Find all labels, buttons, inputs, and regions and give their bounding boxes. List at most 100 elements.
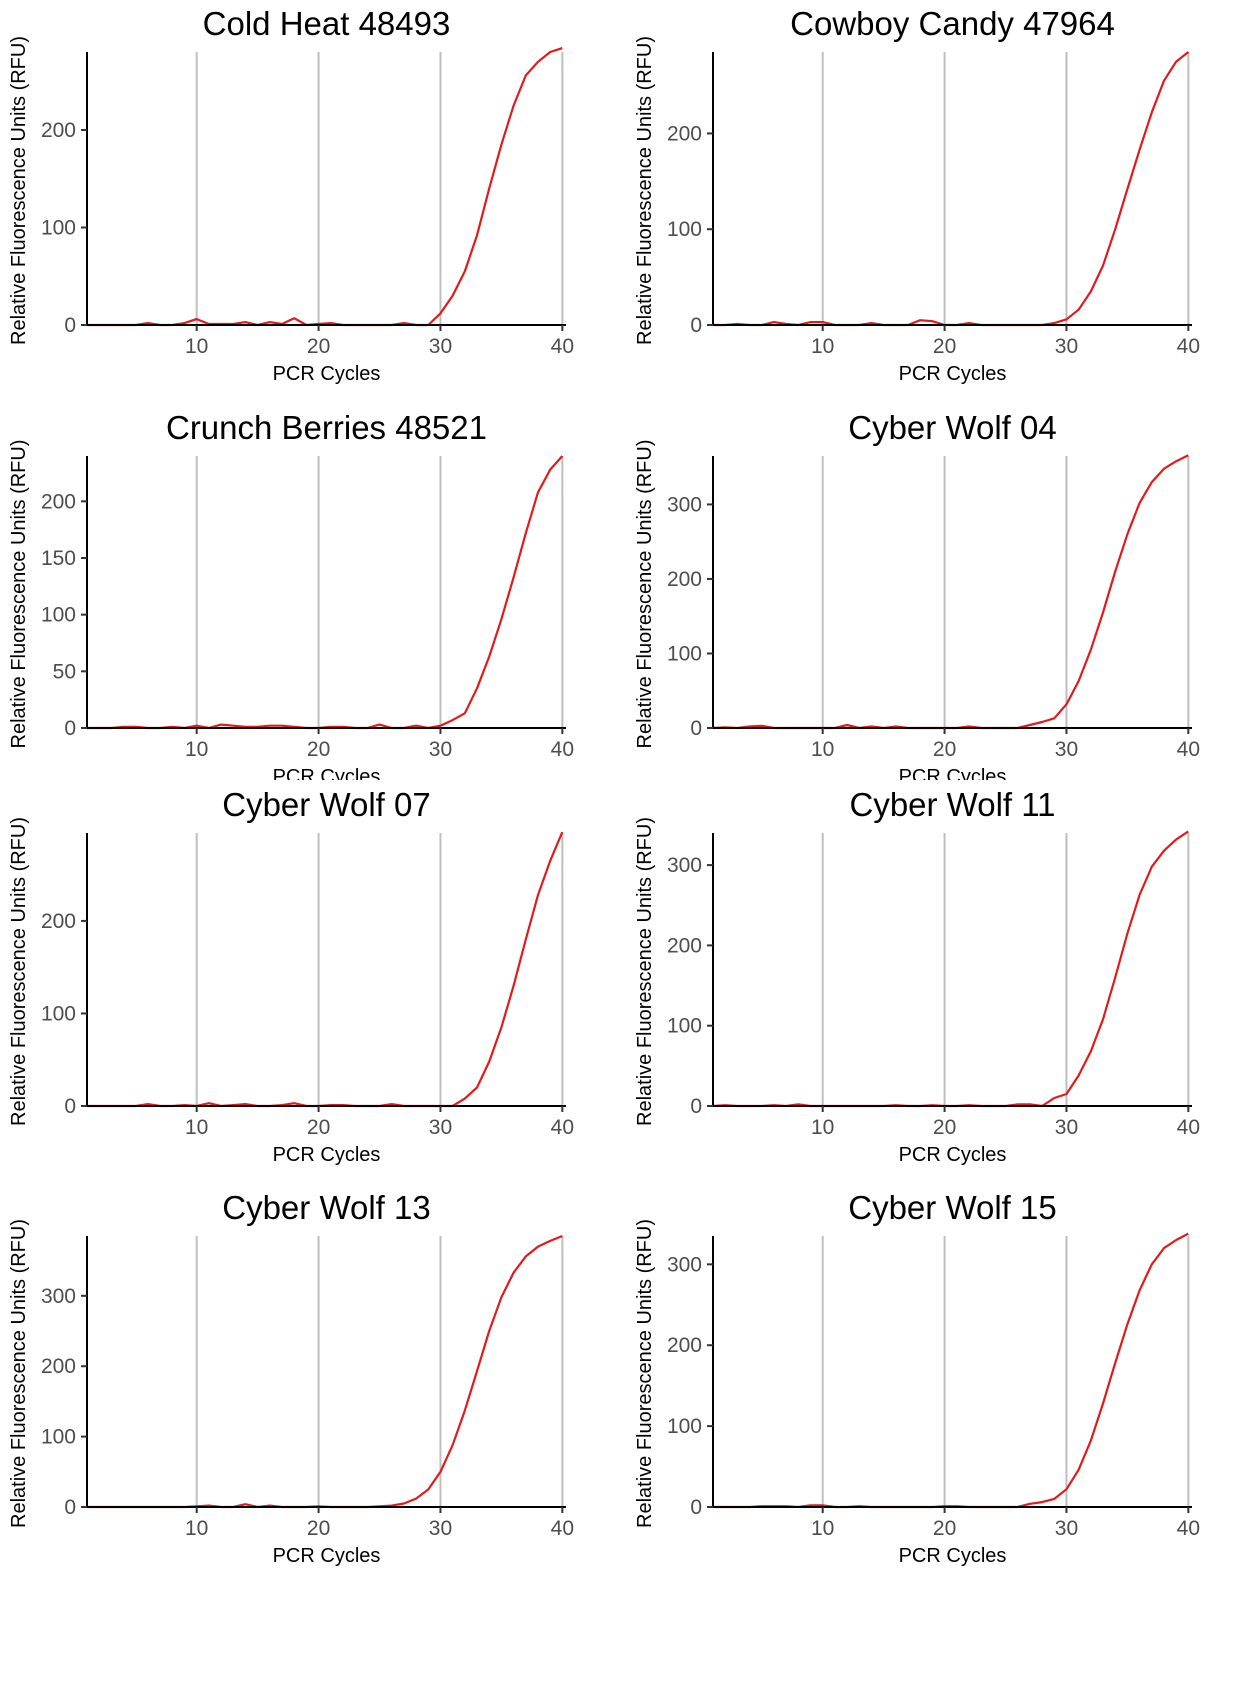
series-line [712, 830, 1189, 1108]
x-axis-label: PCR Cycles [273, 363, 381, 385]
x-axis-label: PCR Cycles [273, 1545, 381, 1567]
x-axis-label: PCR Cycles [273, 766, 381, 780]
x-axis-label: PCR Cycles [899, 1144, 1007, 1166]
y-tick-label: 50 [53, 660, 76, 683]
chart-panel: Crunch Berries 48521 10 20 30 40 0 50 100 150 200… [0, 401, 626, 780]
y-tick-label: 0 [64, 1496, 76, 1519]
x-tick-label: 30 [1055, 335, 1078, 358]
chart-svg: Cold Heat 48493 10 20 30 40 0 100 200 PCR Cycles… [8, 5, 574, 385]
y-tick-label: 0 [690, 1095, 702, 1118]
y-tick-label: 100 [667, 218, 702, 241]
series-line [87, 47, 563, 327]
y-tick-label: 0 [64, 314, 76, 337]
x-tick-label: 10 [811, 738, 834, 761]
x-tick-label: 40 [551, 335, 574, 358]
y-axis-label: Relative Fluorescence Units (RFU) [634, 440, 656, 749]
x-tick-label: 30 [429, 1517, 452, 1540]
x-tick-label: 20 [933, 738, 956, 761]
chart-title: Cyber Wolf 11 [849, 786, 1055, 823]
chart-svg: Cowboy Candy 47964 10 20 30 40 0 100 200 PCR Cyc… [634, 5, 1200, 385]
x-tick-label: 10 [185, 738, 208, 761]
x-tick-label: 30 [1055, 1116, 1078, 1139]
chart-svg: Cyber Wolf 13 10 20 30 40 0 100 200 300 PCR Cycle… [8, 1189, 574, 1567]
y-tick-label: 100 [41, 1002, 76, 1025]
y-tick-label: 100 [667, 1415, 702, 1438]
y-tick-label: 0 [64, 717, 76, 740]
y-tick-label: 200 [41, 910, 76, 933]
x-tick-label: 20 [933, 335, 956, 358]
chart-title: Cyber Wolf 07 [222, 786, 430, 823]
y-tick-label: 100 [41, 604, 76, 627]
chart-title: Cyber Wolf 15 [848, 1189, 1056, 1226]
x-tick-label: 40 [1177, 738, 1200, 761]
x-tick-label: 20 [307, 1517, 330, 1540]
x-tick-label: 40 [1177, 1517, 1200, 1540]
y-tick-label: 100 [667, 1015, 702, 1038]
chart-svg: Cyber Wolf 11 10 20 30 40 0 100 200 300 PCR Cycle… [634, 786, 1200, 1166]
chart-panel: Cyber Wolf 11 10 20 30 40 0 100 200 300 PCR Cycle… [626, 780, 1252, 1181]
x-tick-label: 20 [933, 1517, 956, 1540]
x-tick-label: 10 [811, 1517, 834, 1540]
chart-panel: Cyber Wolf 15 10 20 30 40 0 100 200 300 PCR Cycle… [626, 1181, 1252, 1587]
x-axis-label: PCR Cycles [899, 363, 1007, 385]
y-tick-label: 0 [690, 717, 702, 740]
chart-panel: Cold Heat 48493 10 20 30 40 0 100 200 PCR Cycles… [0, 0, 626, 401]
series-line [712, 454, 1189, 730]
chart-title: Crunch Berries 48521 [166, 409, 487, 446]
series-line [87, 831, 564, 1108]
x-tick-label: 40 [551, 1116, 574, 1139]
x-tick-label: 20 [307, 1116, 330, 1139]
chart-panel: Cyber Wolf 04 10 20 30 40 0 100 200 300 PCR Cycle… [626, 401, 1252, 780]
x-tick-label: 20 [933, 1116, 956, 1139]
y-axis-label: Relative Fluorescence Units (RFU) [8, 440, 30, 749]
y-tick-label: 100 [41, 1426, 76, 1449]
y-tick-label: 200 [41, 1355, 76, 1378]
y-axis-label: Relative Fluorescence Units (RFU) [634, 1219, 656, 1528]
y-tick-label: 200 [667, 122, 702, 145]
y-axis-label: Relative Fluorescence Units (RFU) [634, 36, 656, 345]
x-tick-label: 40 [551, 1517, 574, 1540]
y-tick-label: 200 [667, 568, 702, 591]
chart-panel: Cyber Wolf 13 10 20 30 40 0 100 200 300 PCR Cycle… [0, 1181, 626, 1587]
x-tick-label: 10 [811, 1116, 834, 1139]
x-tick-label: 10 [185, 1517, 208, 1540]
y-tick-label: 150 [41, 547, 76, 570]
x-tick-label: 10 [185, 1116, 208, 1139]
chart-svg: Cyber Wolf 07 10 20 30 40 0 100 200 PCR Cycles Re… [8, 786, 574, 1166]
y-tick-label: 200 [667, 1334, 702, 1357]
y-tick-label: 0 [690, 1496, 702, 1519]
x-tick-label: 30 [1055, 738, 1078, 761]
x-tick-label: 20 [307, 738, 330, 761]
chart-panel: Cowboy Candy 47964 10 20 30 40 0 100 200 PCR Cyc… [626, 0, 1252, 401]
chart-svg: Cyber Wolf 04 10 20 30 40 0 100 200 300 PCR Cycle… [634, 409, 1200, 780]
x-tick-label: 30 [1055, 1517, 1078, 1540]
y-tick-label: 0 [64, 1095, 76, 1118]
chart-svg: Cyber Wolf 15 10 20 30 40 0 100 200 300 PCR Cycle… [634, 1189, 1200, 1567]
series-line [87, 455, 564, 730]
chart-svg: Crunch Berries 48521 10 20 30 40 0 50 100 150 200… [8, 409, 574, 780]
y-axis-label: Relative Fluorescence Units (RFU) [8, 36, 30, 345]
y-tick-label: 300 [41, 1285, 76, 1308]
x-tick-label: 40 [1177, 1116, 1200, 1139]
y-axis-label: Relative Fluorescence Units (RFU) [8, 1219, 30, 1528]
x-tick-label: 30 [429, 1116, 452, 1139]
x-tick-label: 20 [307, 335, 330, 358]
x-tick-label: 30 [429, 335, 452, 358]
chart-panel: Cyber Wolf 07 10 20 30 40 0 100 200 PCR Cycles Re… [0, 780, 626, 1181]
y-tick-label: 200 [667, 934, 702, 957]
y-tick-label: 300 [667, 493, 702, 516]
x-axis-label: PCR Cycles [899, 1545, 1007, 1567]
x-tick-label: 40 [1177, 335, 1200, 358]
series-line [87, 1234, 563, 1509]
chart-title: Cyber Wolf 04 [848, 409, 1056, 446]
y-axis-label: Relative Fluorescence Units (RFU) [634, 817, 656, 1126]
x-tick-label: 30 [429, 738, 452, 761]
y-tick-label: 300 [667, 1253, 702, 1276]
chart-title: Cold Heat 48493 [203, 5, 451, 42]
y-tick-label: 200 [41, 119, 76, 142]
x-axis-label: PCR Cycles [899, 766, 1007, 780]
x-tick-label: 40 [551, 738, 574, 761]
y-tick-label: 0 [690, 314, 702, 337]
chart-title: Cyber Wolf 13 [222, 1189, 430, 1226]
y-tick-label: 100 [41, 217, 76, 240]
